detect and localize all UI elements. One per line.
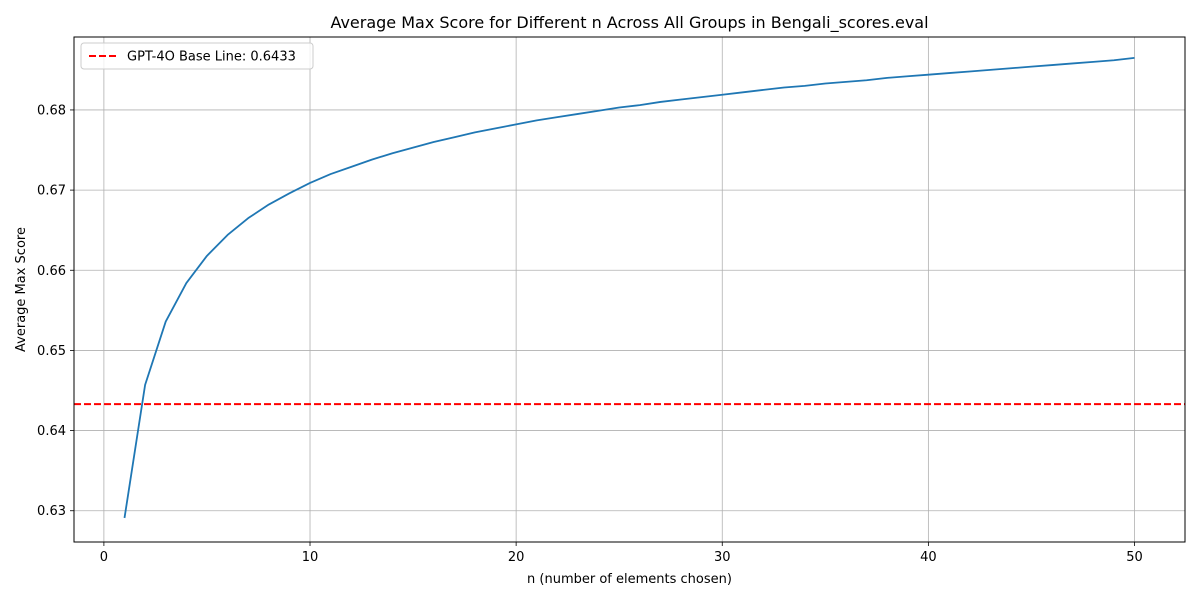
- legend-box: [80, 42, 314, 70]
- x-axis: 0 10 20 30 40 50: [100, 542, 1143, 565]
- chart-title: Average Max Score for Different n Across…: [330, 13, 928, 33]
- x-tick-label: 20: [508, 550, 525, 565]
- x-tick-label: 30: [714, 550, 731, 565]
- plot-frame: [73, 36, 1186, 543]
- y-tick-label: 0.67: [37, 184, 66, 199]
- y-tick-label: 0.66: [37, 264, 66, 279]
- y-tick-label: 0.68: [37, 103, 66, 118]
- x-tick-label: 10: [302, 550, 319, 565]
- series-line: [123, 56, 1135, 519]
- x-axis-label: n (number of elements chosen): [527, 572, 732, 587]
- x-tick-label: 50: [1126, 550, 1143, 565]
- legend: GPT-4O Base Line: 0.6433: [80, 42, 314, 70]
- legend-label: GPT-4O Base Line: 0.6433: [127, 50, 296, 65]
- y-tick-label: 0.65: [37, 344, 66, 359]
- y-tick-label: 0.64: [37, 424, 66, 439]
- grid-lines: [74, 37, 1185, 542]
- y-tick-label: 0.63: [37, 504, 66, 519]
- x-tick-label: 40: [920, 550, 937, 565]
- y-axis: 0.63 0.64 0.65 0.66 0.67 0.68: [37, 103, 74, 519]
- x-tick-label: 0: [100, 550, 108, 565]
- series-group: [123, 56, 1135, 519]
- y-axis-label: Average Max Score: [14, 227, 29, 352]
